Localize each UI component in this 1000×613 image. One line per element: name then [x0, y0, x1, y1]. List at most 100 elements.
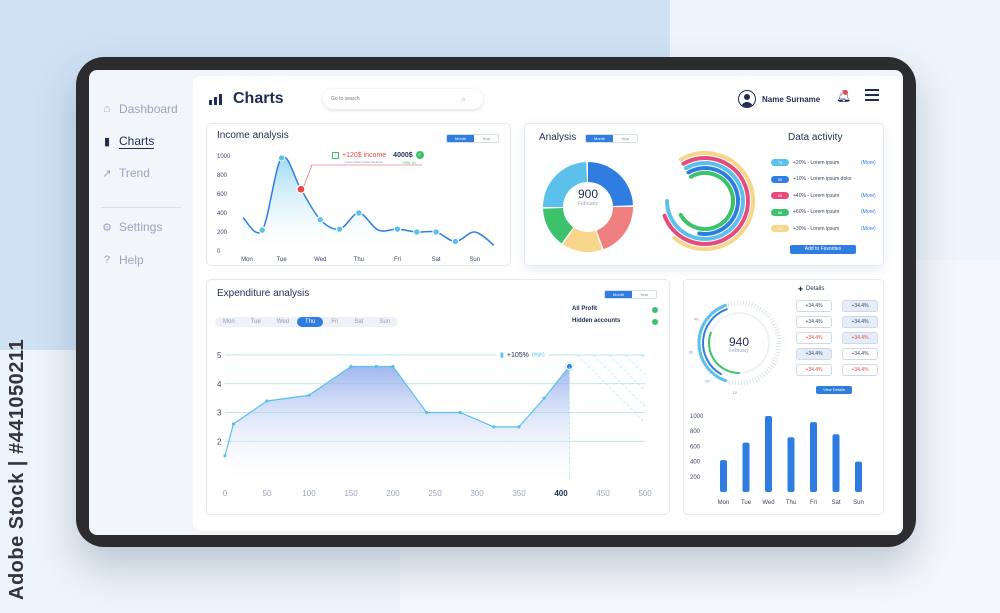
y-tick-label: 600	[690, 444, 701, 450]
day-tab[interactable]: Wed	[276, 319, 290, 325]
data-point	[391, 364, 395, 369]
menu-icon[interactable]	[865, 89, 879, 104]
details-stat-box[interactable]: +34.4%	[842, 348, 878, 360]
bar-chart-icon: ▮	[500, 352, 504, 359]
add-to-favorites-button[interactable]: Add to Favorites	[790, 245, 856, 254]
sidebar-item-help[interactable]: ? Help	[101, 253, 144, 267]
toggle-year[interactable]: Year	[640, 292, 649, 297]
activity-pill: 40	[771, 192, 789, 199]
donut-slice	[543, 162, 588, 207]
expenditure-title: Expenditure analysis	[217, 288, 310, 299]
data-point	[307, 393, 311, 397]
details-stat-box[interactable]: +34.4%	[842, 332, 878, 344]
data-point	[349, 364, 353, 369]
activity-ring	[678, 171, 735, 231]
x-tick-label: Thu	[786, 500, 796, 506]
toggle-month[interactable]: Month	[586, 135, 614, 142]
income-annotation: ↑ +120$ income 4000$ ✓	[332, 151, 424, 159]
toggle-year[interactable]: Year	[482, 136, 491, 141]
search-icon[interactable]: ⌕	[461, 93, 467, 104]
expenditure-toggle[interactable]: Month Year	[604, 290, 658, 299]
details-stat-box[interactable]: +34.4%	[842, 316, 878, 328]
details-stat-box[interactable]: +34.4%	[842, 364, 878, 376]
sidebar-item-settings[interactable]: ⚙ Settings	[101, 220, 162, 234]
details-stat-box[interactable]: +34.4%	[796, 332, 832, 344]
activity-rings-chart	[662, 151, 755, 251]
activity-row: 50 +10% - Lorem ipsum dolor	[771, 175, 881, 183]
details-stat-box[interactable]: +34.4%	[796, 300, 832, 312]
details-stat-box[interactable]: +34.4%	[796, 348, 832, 360]
page-title-text: Charts	[233, 90, 284, 107]
data-point	[458, 410, 462, 415]
details-stat-box[interactable]: +34.4%	[842, 300, 878, 312]
details-stat-box[interactable]: +34.4%	[796, 364, 832, 376]
avatar[interactable]	[738, 90, 756, 108]
toggle-month[interactable]: Month	[605, 291, 633, 298]
user-profile[interactable]: Name Surname	[738, 90, 820, 108]
day-tab[interactable]: Tue	[250, 319, 261, 325]
more-link[interactable]: (More)	[861, 225, 876, 232]
activity-pill: 70	[771, 225, 789, 232]
legend-dot	[652, 319, 658, 325]
data-point	[425, 410, 429, 415]
x-tick-label: Fri	[810, 500, 817, 506]
activity-text: +60% - Lorem ipsum	[793, 209, 840, 215]
bar	[855, 461, 862, 492]
day-selector[interactable]: Mon Tue Wed Thu Fri Sat Sun	[215, 317, 399, 327]
y-tick-label: 600	[217, 192, 228, 198]
toggle-year[interactable]: Year	[621, 136, 630, 141]
more-link[interactable]: (More)	[861, 192, 876, 199]
bar	[810, 422, 817, 492]
marker-value: +105%	[506, 351, 529, 359]
more-link[interactable]: (More)	[861, 159, 876, 166]
gauge-label: February	[728, 348, 749, 354]
annotation-sub: Lorem Ipsum Dolor Sit Amet	[345, 160, 383, 164]
data-point	[451, 237, 460, 246]
day-tab[interactable]: Sat	[354, 319, 364, 325]
y-tick-label: 2	[217, 437, 222, 446]
data-point	[542, 396, 546, 400]
data-point	[517, 425, 521, 429]
donut-slice	[588, 162, 633, 207]
day-tab[interactable]: Thu	[297, 317, 324, 327]
data-point	[316, 215, 324, 224]
activity-pill: 70	[771, 159, 789, 166]
up-arrow-icon: ↑	[332, 151, 339, 159]
data-point	[231, 422, 235, 426]
analysis-toggle[interactable]: Month Year	[585, 134, 639, 143]
x-tick-label: 400	[554, 489, 568, 498]
day-tab[interactable]: Fri	[331, 319, 339, 325]
x-tick-label: Mon	[718, 500, 730, 506]
search-input[interactable]	[331, 96, 461, 102]
donut-label: February	[577, 201, 598, 207]
x-tick-label: 500	[638, 489, 652, 498]
y-tick-label: 800	[217, 173, 228, 179]
annotation-value: +120$ income	[342, 151, 387, 159]
x-tick-label: 50	[263, 489, 272, 498]
sidebar-item-dashboard[interactable]: ⌂ Dashboard	[101, 102, 178, 116]
legend-dot	[652, 307, 658, 313]
data-point	[265, 399, 269, 403]
details-gauge-chart: 5040302010	[689, 300, 782, 395]
bar	[787, 437, 795, 492]
more-link[interactable]: (More)	[861, 209, 876, 215]
view-details-button[interactable]: View Details	[816, 386, 852, 394]
toggle-month[interactable]: Month	[447, 135, 475, 142]
gauge-tick-label: 10	[733, 390, 738, 395]
income-toggle[interactable]: Month Year	[446, 134, 500, 143]
day-tab[interactable]: Mon	[223, 319, 235, 325]
gauge-tick-label: 20	[705, 379, 710, 384]
y-tick-label: 3	[217, 409, 222, 418]
details-stat-box[interactable]: +34.4%	[796, 316, 832, 328]
sidebar-item-label: Charts	[119, 134, 155, 149]
x-tick-label: Sun	[853, 500, 864, 506]
x-tick-label: Fri	[394, 257, 401, 263]
y-tick-label: 4	[217, 380, 222, 389]
bar	[742, 442, 750, 492]
search-bar[interactable]: ⌕	[323, 89, 483, 109]
sidebar-item-charts[interactable]: ▮ Charts	[101, 134, 155, 149]
sidebar-item-trend[interactable]: ↗ Trend	[101, 166, 150, 180]
sidebar-item-label: Settings	[119, 220, 163, 234]
hatch-line	[609, 354, 646, 391]
day-tab[interactable]: Sun	[379, 319, 391, 325]
